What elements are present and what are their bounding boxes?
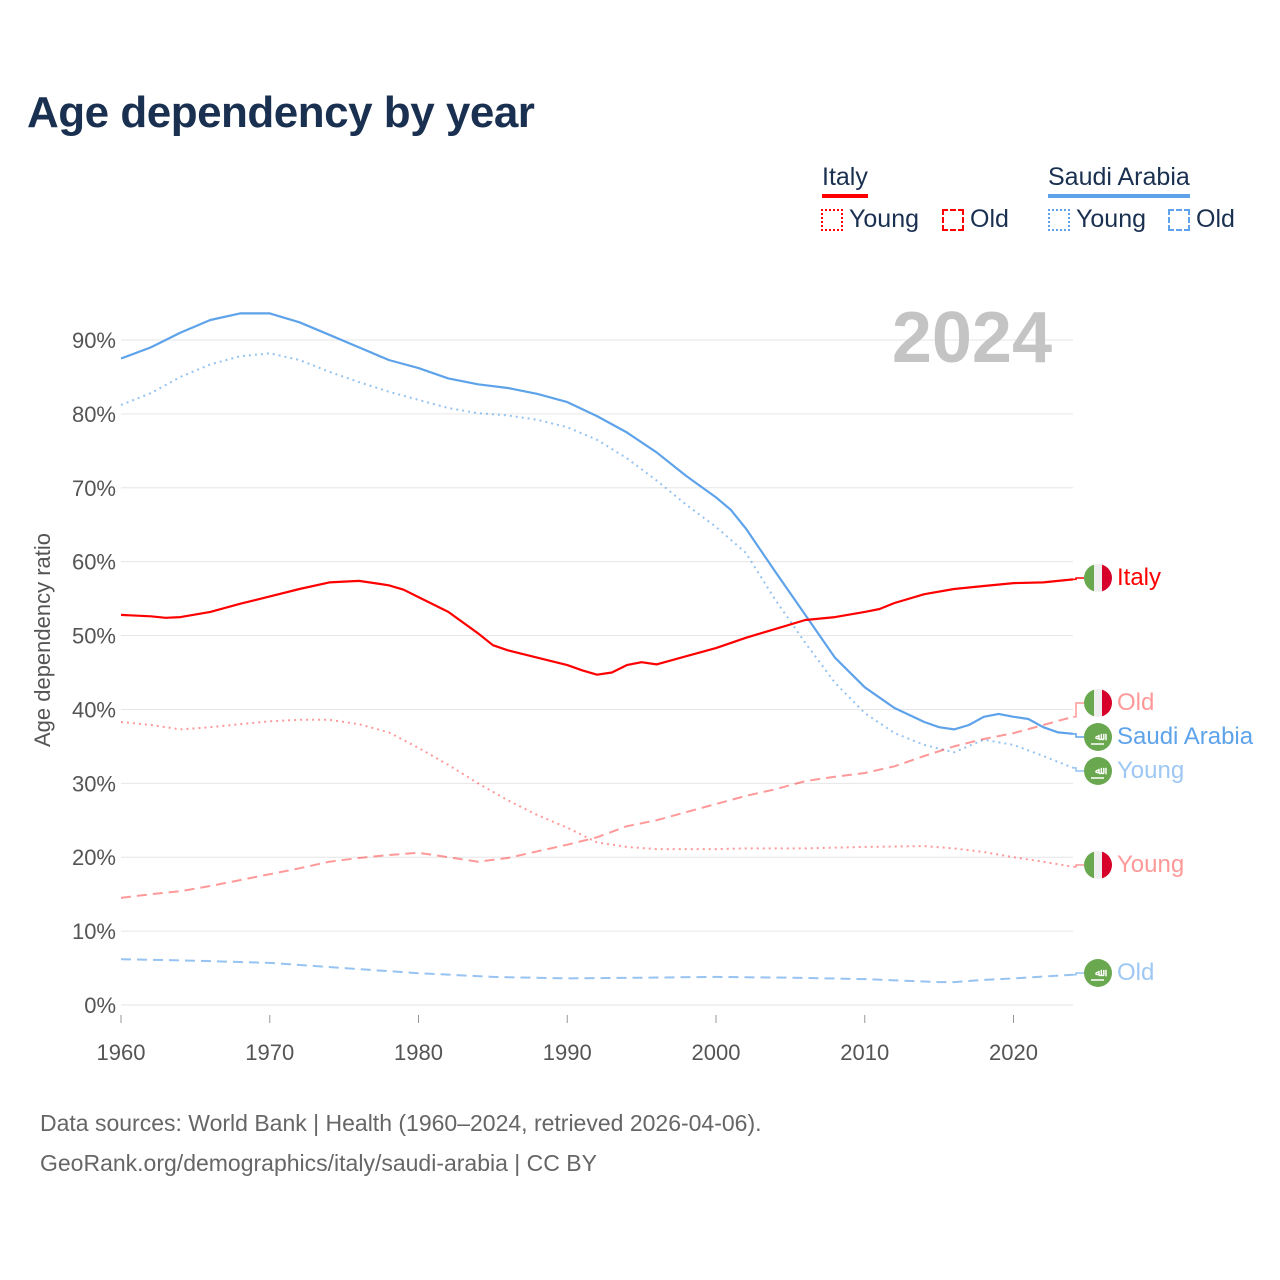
y-tick-label: 80% [72, 402, 116, 427]
series-line-italy [120, 578, 1074, 676]
y-tick-label: 50% [72, 624, 116, 649]
dotted-swatch-icon [821, 208, 843, 231]
chart-title: Age dependency by year [27, 88, 535, 137]
legend-saudi-arabia[interactable]: Saudi Arabia [1048, 163, 1190, 198]
legend-saudi-old[interactable]: Old [1168, 205, 1235, 234]
series-line-italy-old [120, 715, 1074, 899]
y-tick-label: 10% [72, 919, 116, 944]
year-watermark: 2024 [892, 298, 1052, 378]
label-connector [1073, 864, 1084, 868]
source-text: Data sources: World Bank | Health (1960–… [40, 1110, 762, 1136]
end-label-italy-old: Old [1117, 689, 1155, 716]
italy-flag-icon [1084, 851, 1112, 879]
y-tick-label: 60% [72, 550, 116, 575]
legend-italy[interactable]: Italy [822, 163, 868, 198]
legend-saudi-young[interactable]: Young [1048, 205, 1146, 234]
legend-italy-young[interactable]: Young [821, 205, 919, 234]
label-connector [1073, 702, 1084, 718]
y-tick-label: 70% [72, 476, 116, 501]
x-tick-label: 2020 [989, 1040, 1038, 1065]
y-tick-label: 30% [72, 771, 116, 796]
label-connector [1073, 577, 1084, 581]
x-tick-label: 1970 [245, 1040, 294, 1065]
end-label-saudi-old: Old [1117, 959, 1155, 986]
series-line-saudi-arabia-old [120, 958, 1074, 984]
saudi-arabia-flag-icon: ﷲ [1084, 723, 1112, 751]
dotted-swatch-icon [1048, 208, 1070, 231]
saudi-arabia-flag-icon: ﷲ [1084, 757, 1112, 785]
y-axis-label: Age dependency ratio [30, 533, 55, 747]
x-tick-label: 1990 [543, 1040, 592, 1065]
series-line-saudi-arabia [120, 312, 1074, 735]
label-connector [1073, 733, 1084, 738]
x-tick-label: 1960 [97, 1040, 146, 1065]
end-label-italy: Italy [1117, 564, 1162, 591]
legend-italy-old[interactable]: Old [942, 205, 1009, 234]
dashed-swatch-icon [1168, 208, 1190, 231]
y-tick-label: 0% [84, 993, 116, 1018]
italy-flag-icon [1084, 564, 1112, 592]
x-tick-label: 2000 [692, 1040, 741, 1065]
series-line-saudi-arabia-young [120, 352, 1074, 769]
saudi-arabia-flag-icon: ﷲ [1084, 959, 1112, 987]
end-label-saudi-young: Young [1117, 757, 1185, 784]
x-tick-label: 2010 [840, 1040, 889, 1065]
label-connector [1073, 972, 1084, 976]
y-tick-label: 20% [72, 845, 116, 870]
legend-label: Young [849, 205, 919, 233]
y-tick-label: 40% [72, 697, 116, 722]
source-url[interactable]: GeoRank.org/demographics/italy/saudi-ara… [40, 1150, 597, 1176]
series-line-italy-young [120, 718, 1074, 868]
italy-flag-icon [1084, 689, 1112, 717]
label-connector [1073, 767, 1084, 772]
x-tick-label: 1980 [394, 1040, 443, 1065]
legend-label: Young [1076, 205, 1146, 233]
dashed-swatch-icon [942, 208, 964, 231]
y-tick-label: 90% [72, 328, 116, 353]
legend-label: Old [1196, 205, 1235, 233]
end-label-italy-young: Young [1117, 851, 1185, 878]
legend-label: Old [970, 205, 1009, 233]
end-label-saudi-arabia: Saudi Arabia [1117, 723, 1254, 750]
